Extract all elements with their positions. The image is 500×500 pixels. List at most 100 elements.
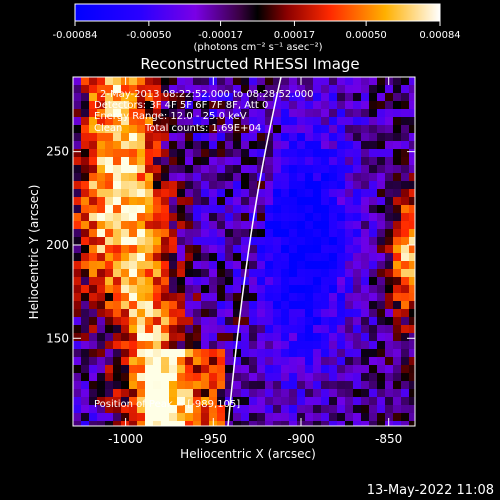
heatmap-cell xyxy=(201,237,210,246)
heatmap-cell xyxy=(353,149,362,158)
heatmap-cell xyxy=(377,149,386,158)
heatmap-cell xyxy=(89,85,98,94)
heatmap-cell xyxy=(337,349,346,358)
heatmap-cell xyxy=(193,325,202,334)
heatmap-cell xyxy=(169,381,178,390)
heatmap-cell xyxy=(201,325,210,334)
heatmap-cell xyxy=(137,141,146,150)
heatmap-cell xyxy=(361,293,370,302)
heatmap-cell xyxy=(161,333,170,342)
heatmap-cell xyxy=(353,325,362,334)
heatmap-cell xyxy=(305,181,314,190)
heatmap-cell xyxy=(209,301,218,310)
heatmap-cell xyxy=(145,189,154,198)
heatmap-cell xyxy=(273,77,282,86)
heatmap-cell xyxy=(401,101,410,110)
heatmap-cell xyxy=(289,213,298,222)
colorbar-tick-label: -0.00017 xyxy=(198,30,243,41)
heatmap-cell xyxy=(233,301,242,310)
heatmap-cell xyxy=(145,341,154,350)
heatmap-cell xyxy=(289,85,298,94)
heatmap-cell xyxy=(401,133,410,142)
heatmap-cell xyxy=(145,165,154,174)
heatmap-cell xyxy=(289,197,298,206)
heatmap-cell xyxy=(153,277,162,286)
heatmap-cell xyxy=(233,197,242,206)
heatmap-cell xyxy=(345,125,354,134)
heatmap-cell xyxy=(217,149,226,158)
heatmap-cell xyxy=(409,117,415,126)
heatmap-cell xyxy=(329,133,338,142)
heatmap-cell xyxy=(209,245,218,254)
heatmap-cell xyxy=(281,245,290,254)
heatmap-cell xyxy=(169,317,178,326)
heatmap-cell xyxy=(353,341,362,350)
heatmap-cell xyxy=(73,389,82,398)
heatmap-cell xyxy=(113,405,122,414)
heatmap-cell xyxy=(321,125,330,134)
heatmap-cell xyxy=(161,405,170,414)
heatmap-cell xyxy=(97,325,106,334)
heatmap-cell xyxy=(105,125,114,134)
heatmap-cell xyxy=(137,325,146,334)
heatmap-cell xyxy=(401,341,410,350)
heatmap-cell xyxy=(361,413,370,422)
heatmap-cell xyxy=(265,389,274,398)
heatmap-cell xyxy=(241,365,250,374)
heatmap-cell xyxy=(257,205,266,214)
heatmap-cell xyxy=(81,157,90,166)
heatmap-cell xyxy=(265,189,274,198)
peak-position-text: Position of Peak = [-989,105] xyxy=(94,399,240,410)
heatmap-cell xyxy=(225,85,234,94)
heatmap-cell xyxy=(161,93,170,102)
heatmap-cell xyxy=(89,325,98,334)
heatmap-cell xyxy=(89,197,98,206)
heatmap-cell xyxy=(385,285,394,294)
heatmap-cell xyxy=(289,397,298,406)
heatmap-cell xyxy=(305,421,314,426)
heatmap-cell xyxy=(185,173,194,182)
heatmap-cell xyxy=(81,205,90,214)
heatmap-cell xyxy=(249,381,258,390)
heatmap-cell xyxy=(369,85,378,94)
heatmap-cell xyxy=(297,365,306,374)
heatmap-cell xyxy=(137,285,146,294)
heatmap-cell xyxy=(97,245,106,254)
heatmap-cell xyxy=(377,349,386,358)
heatmap-cell xyxy=(257,333,266,342)
heatmap-cell xyxy=(281,197,290,206)
heatmap-cell xyxy=(177,277,186,286)
heatmap-cell xyxy=(329,269,338,278)
heatmap-cell xyxy=(201,269,210,278)
heatmap-cell xyxy=(97,365,106,374)
heatmap-cell xyxy=(281,165,290,174)
heatmap-cell xyxy=(145,245,154,254)
heatmap-cell xyxy=(105,333,114,342)
heatmap-cell xyxy=(177,405,186,414)
heatmap-cell xyxy=(89,301,98,310)
heatmap-cell xyxy=(113,229,122,238)
heatmap-cell xyxy=(225,157,234,166)
heatmap-cell xyxy=(225,181,234,190)
heatmap-cell xyxy=(113,397,122,406)
heatmap-cell xyxy=(337,109,346,118)
heatmap-cell xyxy=(121,381,130,390)
heatmap-cell xyxy=(313,77,322,86)
heatmap-cell xyxy=(289,205,298,214)
heatmap-cell xyxy=(113,253,122,262)
heatmap-cell xyxy=(281,293,290,302)
heatmap-cell xyxy=(201,261,210,270)
heatmap-cell xyxy=(121,141,130,150)
heatmap-cell xyxy=(153,109,162,118)
heatmap-cell xyxy=(345,333,354,342)
heatmap-cell xyxy=(81,245,90,254)
heatmap-cell xyxy=(113,181,122,190)
heatmap-cell xyxy=(121,165,130,174)
heatmap-cell xyxy=(313,389,322,398)
heatmap-cell xyxy=(105,117,114,126)
heatmap-cell xyxy=(209,205,218,214)
heatmap-cell xyxy=(193,213,202,222)
heatmap-cell xyxy=(169,157,178,166)
heatmap-cell xyxy=(137,301,146,310)
